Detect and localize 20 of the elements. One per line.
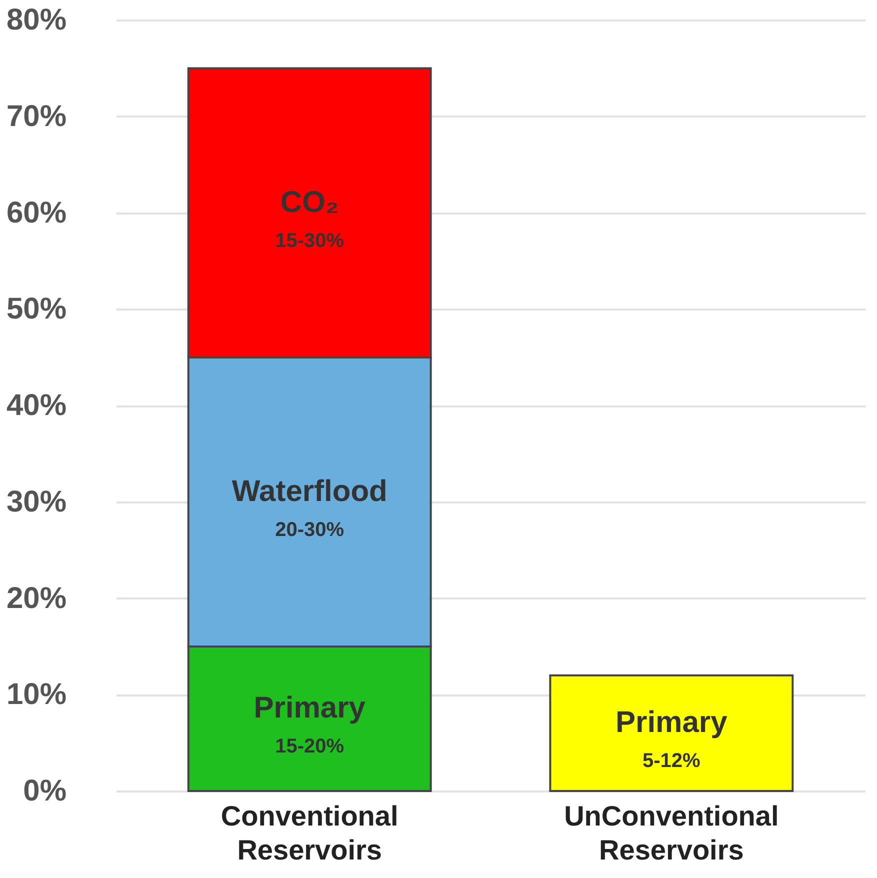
annotation: 5-12% — [642, 750, 701, 772]
y-tick-label: 70% — [6, 100, 66, 133]
y-tick-label: 50% — [6, 292, 66, 326]
bar — [549, 674, 794, 792]
series-label: Waterflood — [232, 474, 388, 508]
y-tick-label: 60% — [6, 196, 66, 230]
annotation: 15-30% — [275, 230, 344, 252]
annotation: 15-20% — [275, 736, 344, 758]
y-tick-label: 20% — [6, 582, 66, 615]
annotation: 20-30% — [275, 518, 344, 541]
x-tick-label: UnConventional Reservoirs — [564, 800, 779, 866]
y-tick-label: 30% — [6, 485, 66, 518]
text: Primary — [254, 692, 366, 725]
series-label: Primary — [616, 706, 728, 740]
x-tick-label: Conventional Reservoirs — [220, 800, 398, 866]
y-tick-label: 80% — [6, 4, 66, 36]
y-tick-label: 0% — [23, 774, 66, 808]
y-tick-label: 10% — [6, 678, 66, 712]
y-tick-label: 40% — [6, 389, 66, 422]
series-label: CO₂ — [280, 186, 339, 219]
